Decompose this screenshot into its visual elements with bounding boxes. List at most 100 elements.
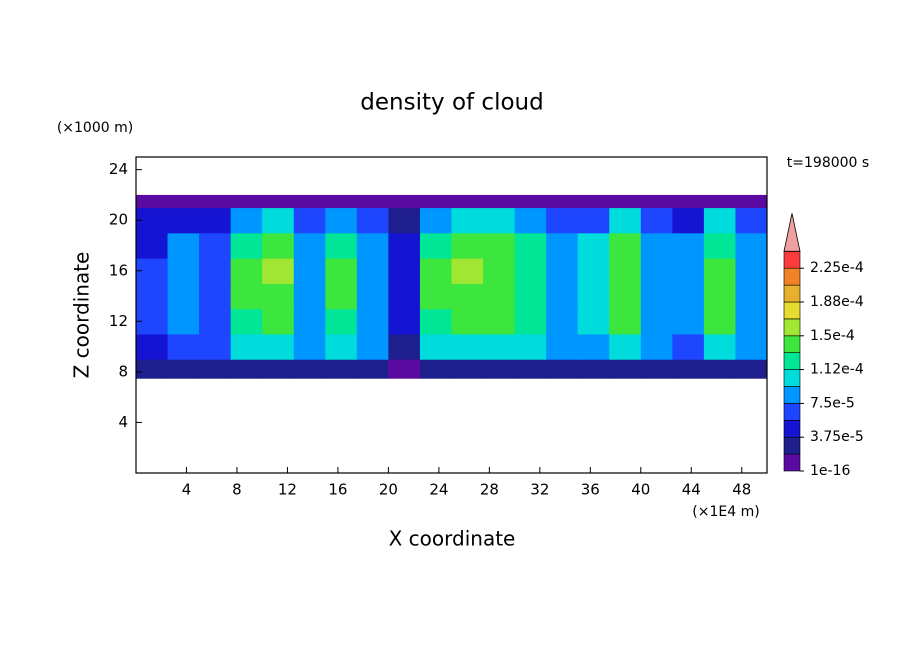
field-cell: [672, 207, 705, 234]
x-tick-label: 44: [682, 481, 701, 499]
field-cell: [514, 308, 547, 335]
colorbar-box: [783, 284, 801, 303]
field-cell: [577, 333, 610, 360]
field-cell: [230, 232, 263, 259]
field-cell: [451, 258, 484, 284]
field-cell: [640, 333, 673, 360]
field-cell: [325, 283, 358, 310]
field-cell: [483, 333, 516, 360]
field-cell: [262, 258, 295, 284]
field-cell: [293, 283, 326, 310]
field-cell: [703, 283, 736, 310]
field-cell: [262, 359, 295, 379]
colorbar-label: 1.5e-4: [810, 328, 855, 344]
field-cell: [199, 194, 232, 209]
colorbar-box: [783, 369, 801, 387]
field-cell: [262, 308, 295, 335]
x-tick-label: 4: [182, 481, 192, 499]
field-cell: [640, 359, 673, 379]
field-cell: [577, 232, 610, 259]
colorbar-box: [783, 267, 801, 286]
field-cell: [356, 333, 389, 360]
field-cell: [388, 207, 421, 234]
field-cell: [136, 194, 169, 209]
x-tick-label: 20: [379, 481, 398, 499]
field-cell: [167, 308, 200, 335]
field-cell: [451, 232, 484, 259]
x-tick-label: 16: [328, 481, 347, 499]
colorbar-box: [783, 301, 801, 320]
field-cell: [388, 359, 421, 379]
field-cell: [514, 194, 547, 209]
field-cell: [136, 333, 169, 360]
field-cell: [388, 308, 421, 335]
field-cell: [735, 283, 768, 310]
field-cell: [230, 207, 263, 234]
field-cell: [262, 333, 295, 360]
colorbar-box: [783, 251, 801, 269]
field-cell: [167, 194, 200, 209]
field-cell: [262, 194, 295, 209]
field-cell: [230, 308, 263, 335]
field-cell: [451, 194, 484, 209]
colorbar-box: [783, 352, 801, 370]
field-cell: [735, 207, 768, 234]
x-tick-label: 40: [631, 481, 650, 499]
field-cell: [419, 308, 452, 335]
x-tick-label: 48: [732, 481, 751, 499]
colorbar-label: 2.25e-4: [810, 260, 864, 276]
field-cell: [609, 283, 642, 310]
field-cell: [325, 359, 358, 379]
field-cell: [325, 333, 358, 360]
field-cell: [577, 308, 610, 335]
field-cell: [262, 232, 295, 259]
field-cell: [703, 308, 736, 335]
field-cell: [293, 333, 326, 360]
field-cell: [167, 333, 200, 360]
colorbar-label: 1e-16: [810, 463, 850, 479]
field-cell: [640, 308, 673, 335]
field-cell: [609, 333, 642, 360]
colorbar-box: [783, 403, 801, 421]
field-cell: [672, 232, 705, 259]
field-cell: [577, 258, 610, 284]
field-cell: [703, 258, 736, 284]
field-cell: [483, 232, 516, 259]
field-cell: [199, 232, 232, 259]
field-cell: [483, 207, 516, 234]
field-cell: [483, 308, 516, 335]
field-cell: [483, 258, 516, 284]
field-cell: [230, 359, 263, 379]
field-cell: [703, 207, 736, 234]
y-tick-label: 12: [109, 312, 128, 330]
field-cell: [514, 232, 547, 259]
field-cell: [419, 194, 452, 209]
x-axis-label: X coordinate: [389, 527, 516, 551]
field-cell: [514, 207, 547, 234]
field-cell: [199, 258, 232, 284]
field-cell: [640, 194, 673, 209]
field-cell: [167, 207, 200, 234]
field-cell: [230, 194, 263, 209]
x-tick-label: 24: [429, 481, 448, 499]
field-cell: [167, 283, 200, 310]
field-cell: [640, 207, 673, 234]
field-cell: [293, 194, 326, 209]
field-cell: [356, 308, 389, 335]
field-cell: [577, 359, 610, 379]
field-cell: [388, 283, 421, 310]
field-cell: [230, 258, 263, 284]
field-cell: [735, 232, 768, 259]
field-cell: [703, 359, 736, 379]
y-unit-label: (×1000 m): [57, 120, 133, 136]
field-cell: [483, 359, 516, 379]
field-cell: [483, 283, 516, 310]
field-cell: [293, 232, 326, 259]
colorbar-label: 1.12e-4: [810, 362, 864, 378]
field-cell: [609, 207, 642, 234]
field-cell: [577, 283, 610, 310]
y-axis-label: Z coordinate: [70, 252, 94, 379]
field-cell: [514, 333, 547, 360]
colorbar-box: [783, 335, 801, 353]
